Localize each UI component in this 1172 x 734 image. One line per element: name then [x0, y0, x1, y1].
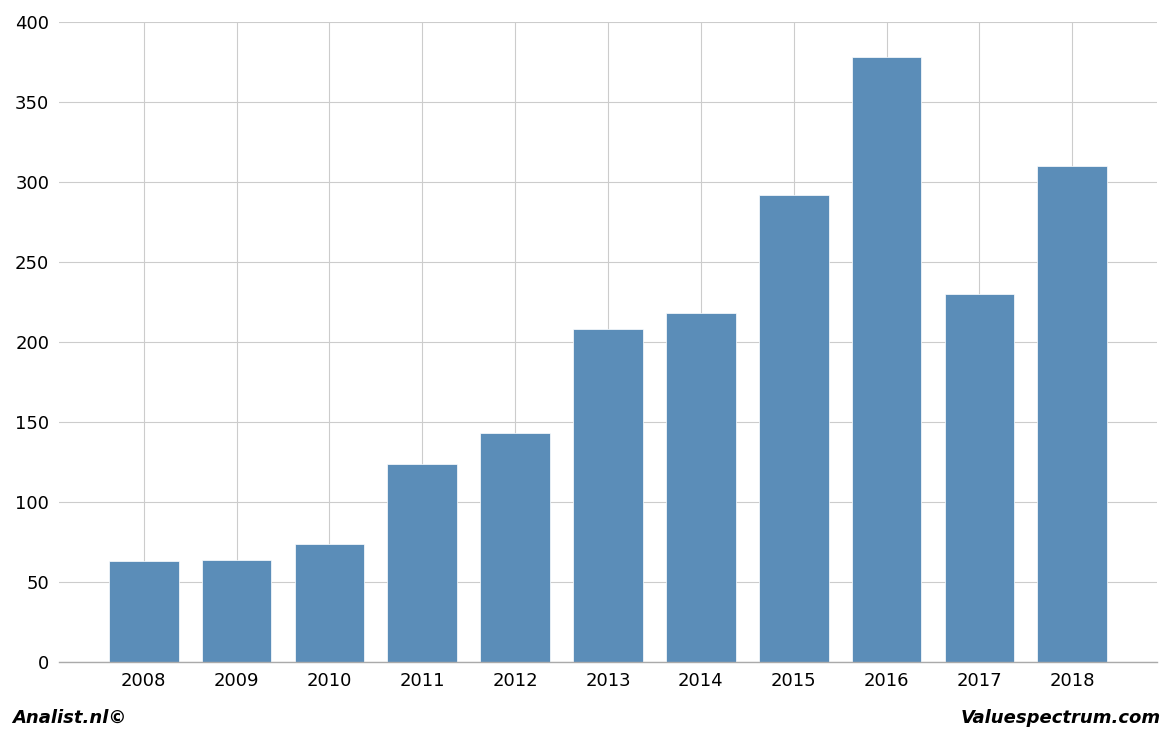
Bar — [202, 559, 272, 662]
Bar — [573, 329, 642, 662]
Text: Valuespectrum.com: Valuespectrum.com — [960, 708, 1160, 727]
Bar — [666, 313, 736, 662]
Bar — [388, 464, 457, 662]
Bar — [481, 433, 550, 662]
Bar — [109, 561, 178, 662]
Bar — [759, 195, 829, 662]
Bar — [852, 57, 921, 662]
Text: Analist.nl©: Analist.nl© — [12, 708, 127, 727]
Bar — [945, 294, 1014, 662]
Bar — [294, 544, 364, 662]
Bar — [1037, 166, 1108, 662]
